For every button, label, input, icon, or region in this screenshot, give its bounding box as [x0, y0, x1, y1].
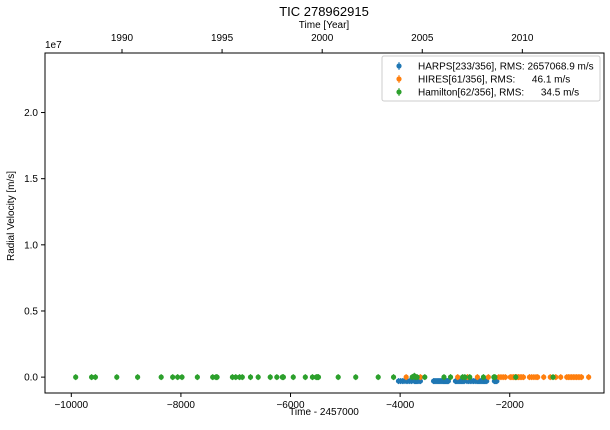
data-point [513, 374, 519, 380]
data-point [558, 374, 564, 380]
y-tick-label: 2.0 [24, 108, 38, 119]
y-tick-label: 0.5 [24, 306, 38, 317]
legend-label: HARPS[233/356], RMS: 2657068.9 m/s [418, 62, 594, 73]
data-point [422, 374, 428, 380]
data-point [135, 374, 141, 380]
data-point [274, 374, 280, 380]
data-point [403, 374, 409, 380]
data-point [170, 374, 176, 380]
data-point [535, 374, 541, 380]
data-point [447, 374, 454, 380]
y-tick-label: 1.0 [24, 240, 38, 251]
top-x-tick-label: 1990 [111, 33, 134, 44]
data-point [520, 374, 527, 380]
data-point [247, 374, 254, 380]
data-point [586, 374, 592, 380]
legend-label: HIRES[61/356], RMS: 46.1 m/s [418, 75, 570, 86]
data-point [315, 374, 322, 380]
top-x-tick-label: 2000 [311, 33, 334, 44]
data-point [494, 378, 500, 384]
data-point [578, 374, 585, 380]
legend-label: Hamilton[62/356], RMS: 34.5 m/s [418, 88, 579, 99]
data-point [233, 374, 239, 380]
data-point [353, 374, 359, 380]
data-point [88, 374, 95, 380]
data-point [280, 374, 286, 380]
data-point [541, 374, 547, 380]
data-point [302, 374, 308, 380]
data-point [550, 374, 556, 380]
data-point [158, 374, 164, 380]
data-point [290, 374, 296, 380]
legend-marker [396, 89, 402, 95]
data-point [480, 374, 487, 380]
top-x-axis-label: Time [Year] [299, 20, 350, 31]
data-point [267, 374, 273, 380]
data-point [445, 378, 451, 384]
data-point [462, 374, 468, 380]
data-point [441, 374, 447, 380]
top-x-tick-label: 2005 [411, 33, 434, 44]
data-point [239, 374, 245, 380]
chart-title: TIC 278962915 [279, 4, 369, 19]
data-point [492, 374, 498, 380]
top-x-tick-label: 1995 [211, 33, 234, 44]
data-point [194, 374, 200, 380]
series-3-points [73, 372, 556, 381]
data-point [485, 374, 491, 380]
legend-marker [396, 76, 402, 82]
data-point [455, 374, 461, 380]
data-point [335, 374, 341, 380]
data-point [467, 374, 473, 380]
data-point [92, 374, 99, 380]
data-point [390, 374, 397, 380]
data-point [114, 374, 120, 380]
x-tick-label: −4000 [386, 400, 415, 411]
y-tick-label: 0.0 [24, 373, 38, 384]
legend-box [381, 55, 601, 102]
plot-frame [44, 52, 605, 394]
legend: HARPS[233/356], RMS: 2657068.9 m/s HIRES[… [381, 55, 601, 102]
legend-marker [396, 63, 402, 69]
y-axis-label: Radial Velocity [m/s] [6, 171, 17, 261]
x-tick-label: −10000 [54, 400, 88, 411]
x-tick-label: −8000 [167, 400, 196, 411]
data-point [417, 378, 424, 384]
axis-ticks: −10000 −8000 −6000 −4000 −2000 0.0 0.5 1.0 1.5 2.… [24, 33, 534, 411]
x-tick-label: −6000 [276, 400, 305, 411]
data-point [309, 374, 316, 380]
data-point [255, 374, 261, 380]
data-point [414, 374, 420, 380]
data-point [474, 374, 481, 380]
y-tick-label: 1.5 [24, 174, 38, 185]
y-axis-multiplier: 1e7 [45, 40, 62, 51]
data-point [175, 374, 181, 380]
data-point [73, 374, 79, 380]
data-point [179, 374, 185, 380]
data-point [214, 374, 220, 380]
data-point [502, 374, 508, 380]
x-tick-label: −2000 [496, 400, 525, 411]
top-x-tick-label: 2010 [511, 33, 534, 44]
data-marks [73, 372, 592, 385]
x-axis-label: Time - 2457000 [289, 407, 359, 418]
data-point [375, 374, 381, 380]
